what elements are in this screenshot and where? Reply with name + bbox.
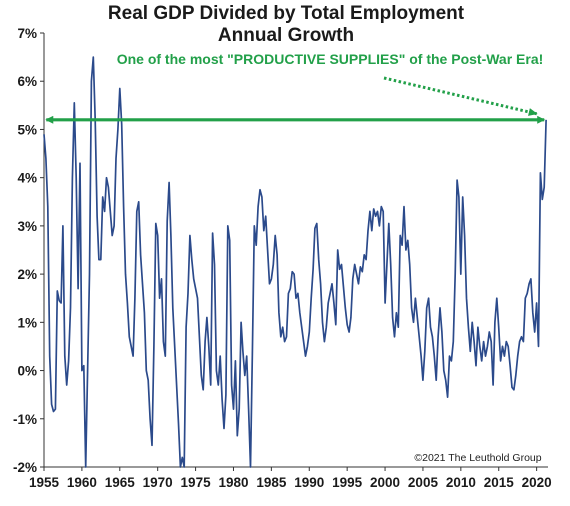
x-tick-label: 2000: [370, 475, 400, 490]
y-tick-label: 5%: [17, 122, 37, 137]
y-axis-ticks: -2% -1% 0% 1% 2% 3% 4% 5% 6% 7%: [13, 26, 44, 475]
annotation-arrow: [383, 76, 538, 116]
y-tick-label: 3%: [17, 219, 37, 234]
x-tick-label: 2015: [484, 475, 515, 490]
x-tick-label: 1965: [105, 475, 136, 490]
x-tick-label: 1990: [294, 475, 324, 490]
y-tick-label: -1%: [13, 412, 37, 427]
x-tick-label: 1970: [143, 475, 173, 490]
x-tick-label: 1985: [256, 475, 287, 490]
y-tick-label: 6%: [17, 74, 37, 89]
annotation-text: One of the most "PRODUCTIVE SUPPLIES" of…: [117, 51, 544, 67]
credit-text: ©2021 The Leuthold Group: [414, 452, 541, 464]
x-tick-label: 1980: [218, 475, 248, 490]
x-tick-label: 2010: [446, 475, 476, 490]
x-axis-ticks: 1955 1960 1965 1970 1975 1980 1985 1990 1995 2000…: [29, 467, 552, 490]
x-tick-label: 1975: [181, 475, 212, 490]
x-tick-label: 2020: [522, 475, 552, 490]
y-tick-label: -2%: [13, 460, 37, 475]
y-tick-label: 1%: [17, 315, 37, 330]
y-tick-label: 4%: [17, 171, 37, 186]
series-line: [43, 56, 547, 468]
x-tick-label: 1955: [29, 475, 60, 490]
x-tick-label: 1960: [67, 475, 97, 490]
chart-subtitle: Annual Growth: [218, 25, 354, 46]
y-tick-label: 2%: [17, 267, 37, 282]
x-tick-label: 1995: [332, 475, 363, 490]
y-tick-label: 0%: [17, 364, 37, 379]
chart-title: Real GDP Divided by Total Employment: [108, 3, 465, 24]
x-tick-label: 2005: [408, 475, 439, 490]
y-tick-label: 7%: [17, 26, 37, 41]
